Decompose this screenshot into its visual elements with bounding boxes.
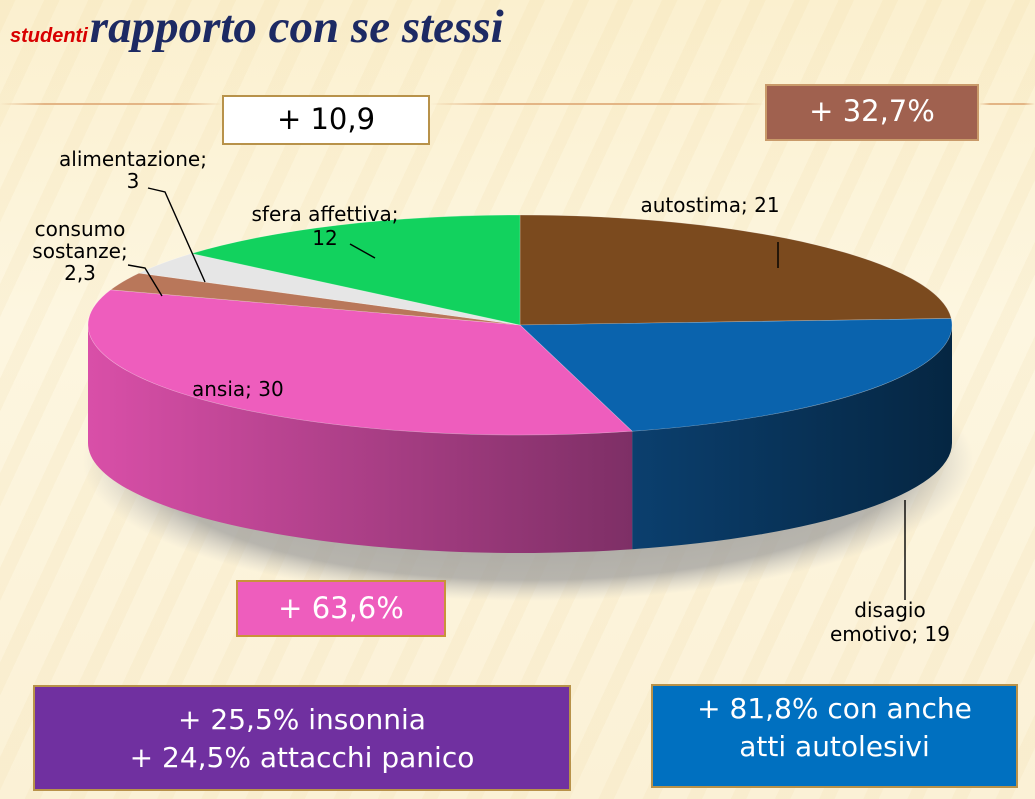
callout-white: + 10,9 — [222, 95, 430, 145]
callout-brown: + 32,7% — [765, 84, 979, 141]
callout-blue-line-2: atti autolesivi — [739, 730, 930, 763]
callout-purple-line-1: + 25,5% insonnia — [178, 703, 426, 736]
slice-ansia — [87, 289, 633, 436]
callout-purple-line-2: + 24,5% attacchi panico — [129, 741, 475, 774]
callout-blue-line-1: + 81,8% con anche — [697, 692, 972, 725]
page-title: rapporto con se stessi — [89, 1, 504, 53]
leader-alimentazione — [147, 187, 206, 283]
callout-blue: + 81,8% con anche atti autolesivi — [651, 684, 1018, 788]
slice-ansia-side — [88, 325, 633, 553]
slice-alimentazione — [138, 253, 521, 326]
leader-consumo — [127, 264, 163, 297]
leader-sfera — [349, 243, 376, 259]
subtitle-label: studenti — [10, 25, 88, 47]
decorative-rule-left — [0, 103, 222, 105]
decorative-rule-far-right — [979, 103, 1035, 105]
slice-autostima — [519, 214, 952, 326]
title-row: studentirapporto con se stessi — [10, 0, 504, 53]
label-autostima: autostima; 21 — [640, 193, 779, 217]
label-disagio-emotivo: disagio emotivo; 19 — [830, 598, 950, 646]
callout-pink: + 63,6% — [236, 580, 446, 637]
label-sfera-affettiva: sfera affettiva; 12 — [251, 202, 398, 250]
slice-disagio-emotivo-side — [632, 325, 952, 550]
label-alimentazione: alimentazione; 3 — [59, 147, 207, 193]
slice-sfera-affettiva — [191, 214, 521, 326]
slice-consumo-sostanze — [109, 272, 521, 326]
label-consumo-sostanze: consumo sostanze; 2,3 — [32, 217, 127, 285]
label-ansia: ansia; 30 — [192, 377, 284, 401]
decorative-rule-right — [430, 103, 765, 105]
callout-purple: + 25,5% insonnia + 24,5% attacchi panico — [33, 685, 571, 791]
slice-disagio-emotivo — [519, 318, 953, 432]
